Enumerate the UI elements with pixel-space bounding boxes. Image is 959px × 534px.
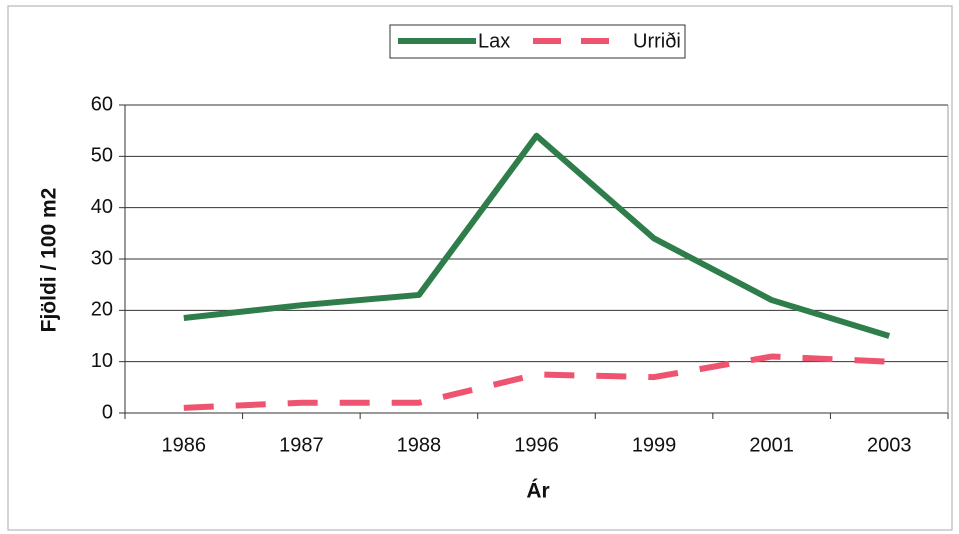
series-line (183, 353, 890, 411)
y-tick-label: 30 (91, 247, 113, 269)
x-tick-label: 1996 (514, 434, 559, 456)
y-tick-label: 60 (91, 93, 113, 115)
y-tick-label: 50 (91, 145, 113, 167)
x-tick-label: 1987 (279, 434, 324, 456)
series-line (183, 132, 891, 339)
legend-label: Lax (478, 30, 510, 52)
x-tick-label: 1986 (162, 434, 207, 456)
y-tick-label: 10 (91, 350, 113, 372)
x-tick-label: 2001 (749, 434, 794, 456)
x-tick-label: 1999 (632, 434, 677, 456)
y-tick-label: 0 (102, 401, 113, 423)
y-axis-label: Fjöldi / 100 m2 (38, 188, 61, 333)
x-tick-label: 1988 (397, 434, 442, 456)
y-tick-label: 20 (91, 299, 113, 321)
x-tick-label: 2003 (867, 434, 912, 456)
x-axis-label: Ár (526, 480, 549, 503)
legend-label: Urriði (633, 30, 681, 52)
frame (7, 5, 953, 531)
y-tick-label: 40 (91, 196, 113, 218)
